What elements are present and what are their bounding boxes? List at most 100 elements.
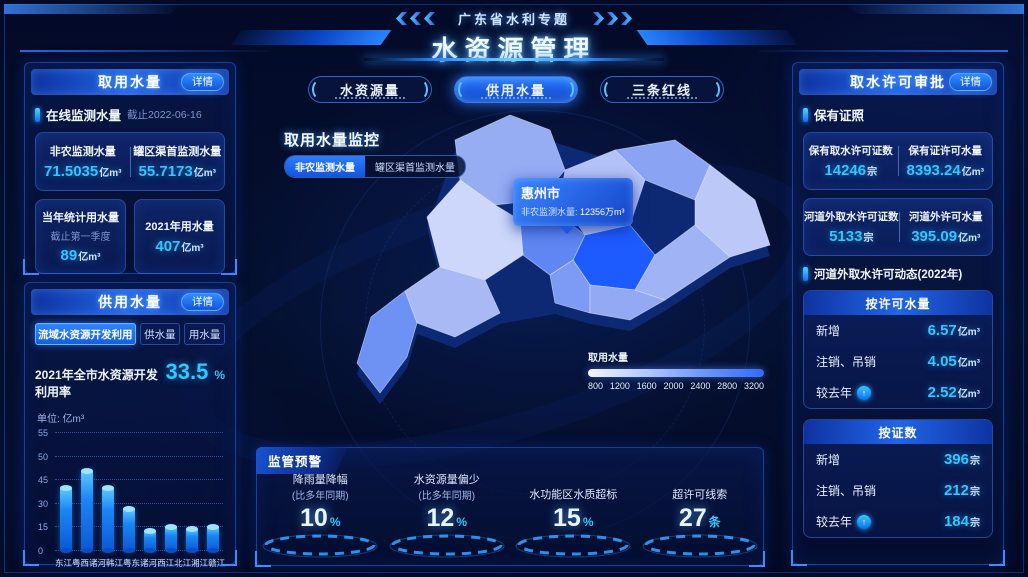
tab-three-redlines[interactable]: 三条红线 bbox=[600, 76, 724, 103]
divider bbox=[897, 146, 899, 176]
bar-x-label: 湘江 bbox=[191, 558, 209, 568]
header-line-left bbox=[20, 50, 270, 52]
dashed-ring-icon bbox=[262, 534, 378, 558]
bar-x-label: 粤西诸河 bbox=[72, 558, 107, 568]
tab-supply-use[interactable]: 供用水量 bbox=[454, 76, 578, 103]
section-marker-icon bbox=[803, 267, 808, 281]
bar-x-label: 西江 bbox=[157, 558, 175, 568]
river-license-card: 河道外取水许可证数 5133宗 河道外许可水量 395.09亿m³ bbox=[803, 198, 993, 256]
row-cancelled: 注销、吊销 4.05亿m³ bbox=[816, 353, 980, 370]
divider bbox=[898, 212, 900, 242]
bar-chart-grid: 0 15 30 45 50 55 bbox=[38, 428, 223, 556]
page-header: 广东省水利专题 水资源管理 bbox=[0, 0, 1028, 65]
utilization-headline: 2021年全市水资源开发利用率 33.5 % bbox=[35, 359, 225, 399]
map-metric-toggle: 非农监测水量 罐区渠首监测水量 bbox=[284, 155, 466, 178]
map-tooltip: 惠州市 非农监测水量: 12356万m³ bbox=[513, 178, 633, 234]
header-wing-left bbox=[230, 30, 392, 45]
alert-quality: 水功能区水质超标 15% bbox=[510, 474, 637, 561]
map-title: 取用水量监控 bbox=[284, 132, 381, 149]
row-new: 新增 396宗 bbox=[816, 451, 980, 468]
tooltip-city: 惠州市 bbox=[521, 186, 561, 201]
chart-unit-label: 单位: 亿m³ bbox=[37, 414, 85, 425]
alerts-title: 监管预警 bbox=[256, 447, 349, 474]
map-region[interactable] bbox=[634, 224, 731, 301]
bar-chart-bars bbox=[55, 433, 223, 554]
bar-chart-xlabels: 东江 粤西诸河 韩江 粤东诸河 西江 北江 湘江 赣江 bbox=[55, 557, 226, 569]
dashed-ring-icon bbox=[642, 534, 758, 558]
intake-cards-row: 当年统计用水量 截止第一季度 89亿m³ 2021年用水量 407亿m³ bbox=[35, 199, 225, 274]
alert-rainfall: 降雨量降幅 (比多年同期) 10% bbox=[257, 474, 384, 561]
header-wing-right bbox=[636, 30, 798, 45]
section-marker-icon bbox=[35, 107, 40, 122]
permit-panel-header: 取水许可审批 详情 bbox=[799, 69, 997, 95]
bar-x-label: 赣江 bbox=[208, 558, 226, 568]
color-scale-ticks: 800 1200 1600 2000 2400 2800 3200 bbox=[588, 381, 764, 391]
tab-basin-utilization[interactable]: 流域水资源开发利用 bbox=[35, 323, 136, 345]
alerts-items: 降雨量降幅 (比多年同期) 10% 水资源量偏少 (比多年同期) 12% 水功能区水… bbox=[257, 474, 763, 561]
bar bbox=[139, 433, 160, 554]
stat-nonag: 非农监测水量 71.5035亿m³ bbox=[44, 146, 122, 180]
stat-canal: 罐区渠首监测水量 55.7173亿m³ bbox=[133, 146, 222, 180]
map-toggle-canal[interactable]: 罐区渠首监测水量 bbox=[375, 163, 455, 174]
up-arrow-icon: ↑ bbox=[857, 514, 872, 529]
permit-detail-button[interactable]: 详情 bbox=[949, 73, 992, 91]
supply-panel-title: 供用水量 bbox=[98, 294, 162, 310]
bar-x-label: 东江 bbox=[55, 558, 73, 568]
chevrons-right-icon bbox=[593, 12, 632, 25]
center-tabs: 水资源量 供用水量 三条红线 bbox=[308, 76, 724, 103]
held-license-card: 保有取水许可证数 14246宗 保有证许可水量 8393.24亿m³ bbox=[803, 132, 993, 190]
bar bbox=[55, 433, 76, 553]
online-monitor-card: 非农监测水量 71.5035亿m³ 罐区渠首监测水量 55.7173亿m³ bbox=[35, 132, 225, 191]
row-new: 新增 6.57亿m³ bbox=[816, 322, 980, 339]
dashed-ring-icon bbox=[389, 534, 505, 558]
intake-panel-title: 取用水量 bbox=[98, 74, 162, 90]
section-marker-icon bbox=[803, 107, 808, 122]
map-color-scale: 取用水量 800 1200 1600 2000 2400 2800 3200 bbox=[588, 353, 764, 391]
bar-x-label: 北江 bbox=[174, 558, 192, 568]
row-cancelled: 注销、吊销 212宗 bbox=[816, 482, 980, 499]
intake-panel-header: 取用水量 详情 bbox=[31, 69, 229, 95]
bar-x-label: 粤东诸河 bbox=[123, 558, 158, 568]
bar bbox=[118, 433, 139, 554]
color-scale-gradient bbox=[588, 369, 764, 377]
supply-panel: 供用水量 详情 流域水资源开发利用 供水量 用水量 2021年全市水资源开发利用… bbox=[23, 282, 237, 568]
permit-panel: 取水许可审批 详情 保有证照 保有取水许可证数 14246宗 保有证许可水量 8… bbox=[791, 62, 1005, 566]
header-underline bbox=[364, 58, 664, 61]
supply-detail-button[interactable]: 详情 bbox=[181, 293, 224, 311]
alerts-panel: 监管预警 降雨量降幅 (比多年同期) 10% 水资源量偏少 (比多年同期) 12% … bbox=[255, 447, 765, 567]
supply-tabs: 流域水资源开发利用 供水量 用水量 bbox=[35, 323, 225, 345]
chevrons-left-icon bbox=[396, 12, 435, 25]
alert-resource: 水资源量偏少 (比多年同期) 12% bbox=[384, 474, 511, 561]
row-vs-lastyear: 较去年 ↑ 184宗 bbox=[816, 513, 980, 530]
alert-overpermit: 超许可线索 27 条 bbox=[637, 474, 764, 561]
stat-current-year: 当年统计用水量 截止第一季度 89亿m³ bbox=[35, 199, 126, 274]
by-volume-group: 按许可水量 新增 6.57亿m³ 注销、吊销 4.05亿m³ 较去年 ↑ 2.52… bbox=[803, 290, 993, 409]
map-region[interactable] bbox=[356, 290, 418, 394]
tab-use-volume[interactable]: 用水量 bbox=[184, 323, 225, 345]
by-count-group: 按证数 新增 396宗 注销、吊销 212宗 较去年 ↑ 184宗 bbox=[803, 419, 993, 538]
bar-x-label: 韩江 bbox=[106, 558, 124, 568]
row-vs-lastyear: 较去年 ↑ 2.52亿m³ bbox=[816, 384, 980, 401]
tab-supply-volume[interactable]: 供水量 bbox=[139, 323, 181, 345]
online-monitor-label: 在线监测水量 bbox=[46, 109, 122, 123]
map-toggle-nonag[interactable]: 非农监测水量 bbox=[285, 156, 365, 177]
bar bbox=[202, 433, 223, 553]
stat-2021: 2021年用水量 407亿m³ bbox=[134, 199, 225, 274]
header-kicker: 广东省水利专题 bbox=[457, 12, 570, 27]
page-title: 水资源管理 bbox=[431, 35, 597, 65]
basin-bar-chart: 0 15 30 45 50 55 bbox=[37, 428, 225, 556]
dashed-ring-icon bbox=[515, 534, 631, 558]
supply-panel-header: 供用水量 详情 bbox=[31, 289, 229, 315]
intake-detail-button[interactable]: 详情 bbox=[181, 73, 224, 91]
permit-panel-title: 取水许可审批 bbox=[850, 74, 946, 90]
bar bbox=[76, 433, 97, 554]
intake-panel: 取用水量 详情 在线监测水量 截止2022-06-16 非农监测水量 71.50… bbox=[23, 62, 237, 275]
held-license-section: 保有证照 bbox=[803, 105, 993, 124]
bar bbox=[160, 433, 181, 553]
bar bbox=[97, 433, 118, 553]
divider bbox=[129, 146, 131, 177]
dynamics-section: 河道外取水许可动态(2022年) bbox=[803, 266, 993, 282]
tab-water-resource[interactable]: 水资源量 bbox=[308, 76, 432, 103]
header-line-right bbox=[758, 50, 1008, 52]
bar bbox=[181, 433, 202, 554]
